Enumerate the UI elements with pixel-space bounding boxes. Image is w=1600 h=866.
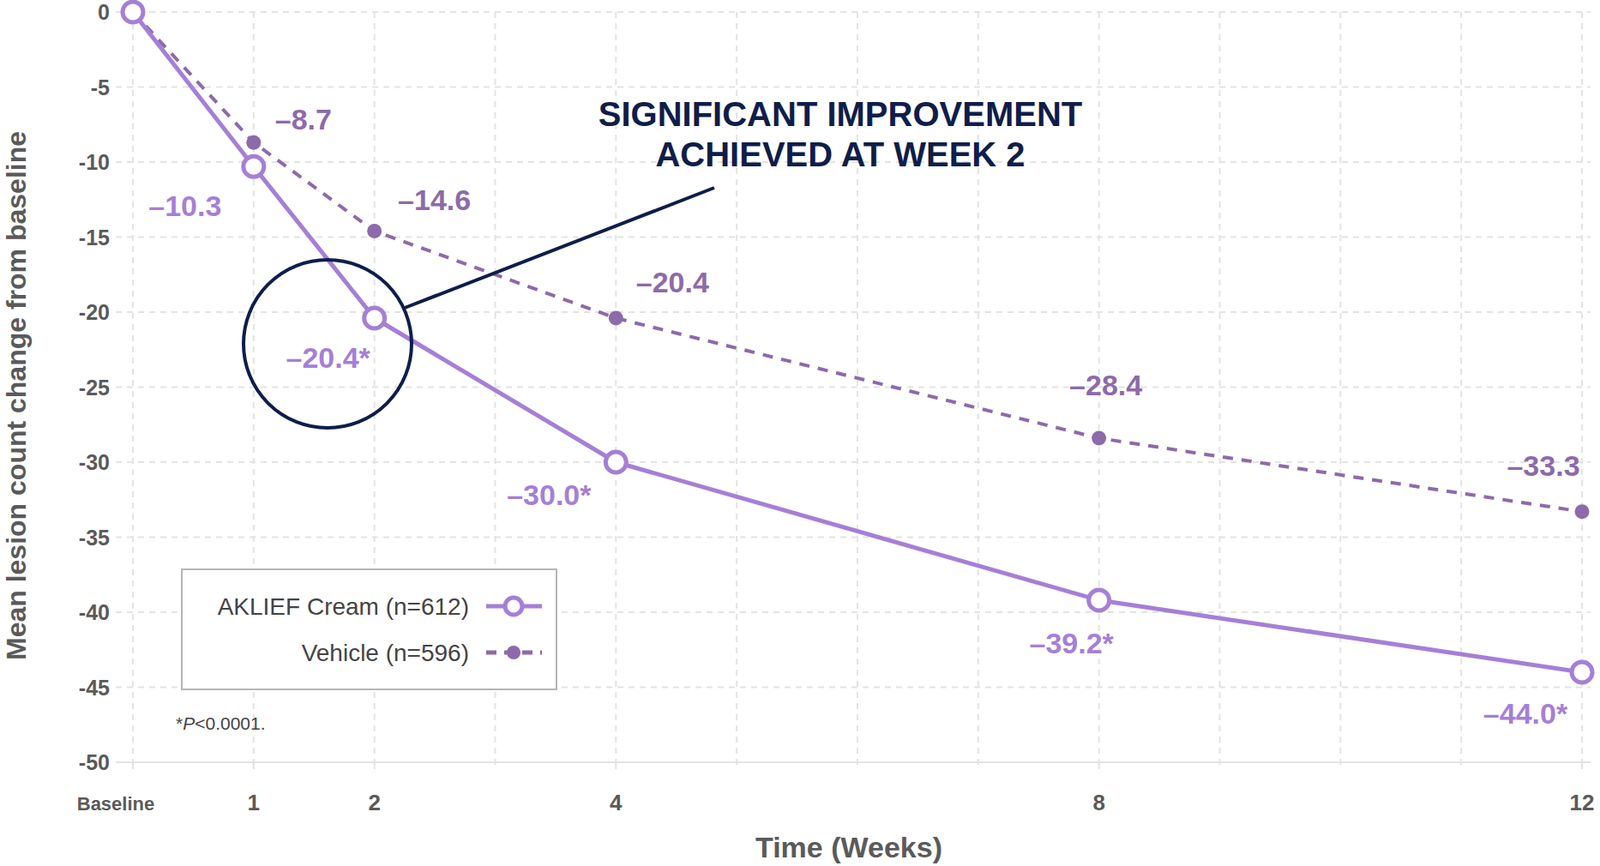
point-marker [1575, 504, 1590, 519]
grid-line [115, 536, 1591, 539]
minor-grid-line [1339, 12, 1342, 770]
footnote-part: <0.0001. [194, 713, 265, 734]
point-marker [364, 307, 385, 329]
data-label: –20.4* [286, 341, 372, 374]
legend-label: Vehicle (n=596) [301, 639, 470, 667]
minor-grid-line [1581, 12, 1583, 770]
y-tick-label: -5 [90, 75, 110, 100]
minor-grid-line [1219, 12, 1222, 770]
y-tick-label: -40 [78, 600, 110, 625]
footnote-part: * [175, 713, 183, 734]
x-tick [132, 762, 134, 770]
legend-box [181, 569, 557, 690]
point-marker [366, 223, 382, 239]
x-tick-label: 4 [609, 789, 623, 816]
y-tick-label: -15 [78, 225, 110, 250]
y-tick-label: -45 [78, 675, 110, 700]
grid-line [115, 311, 1591, 313]
legend-swatch-marker [506, 645, 521, 660]
data-label: –8.7 [275, 102, 332, 136]
annotation-text: ACHIEVED AT WEEK 2 [655, 135, 1025, 174]
x-axis-label: Time (Weeks) [755, 830, 943, 864]
series-line [132, 12, 1582, 512]
data-label: –44.0* [1483, 697, 1569, 730]
data-label: –28.4 [1069, 368, 1143, 402]
y-tick-label: -25 [78, 375, 110, 400]
legend-label: AKLIEF Cream (n=612) [217, 593, 470, 620]
x-tick-label: Baseline [77, 793, 156, 815]
data-label: –20.4 [636, 265, 710, 299]
point-marker [1088, 589, 1110, 611]
data-label: –33.3 [1506, 449, 1580, 482]
y-tick-label: -10 [78, 150, 110, 175]
x-tick [373, 762, 376, 770]
x-tick [614, 762, 617, 770]
grid-line [115, 236, 1591, 239]
point-marker [1091, 431, 1107, 446]
grid-line [115, 386, 1591, 389]
y-tick-label: -20 [78, 300, 110, 325]
footnote: *P<0.0001. [175, 713, 266, 734]
y-axis-label: Mean lesion count change from baseline [0, 131, 32, 661]
y-tick-label: 0 [97, 0, 110, 25]
x-tick-label: 8 [1092, 789, 1105, 816]
grid-line [115, 86, 1591, 89]
x-tick-label: 12 [1569, 789, 1595, 816]
point-marker [122, 1, 144, 23]
annotation-leader [404, 187, 715, 308]
y-tick-label: -35 [78, 525, 110, 550]
point-marker [246, 135, 261, 151]
y-tick-label: -50 [78, 750, 110, 775]
data-label: –30.0* [506, 478, 592, 512]
x-tick [252, 762, 255, 770]
chart: 0-5-10-15-20-25-30-35-40-45-50Baseline12… [0, 0, 1600, 866]
data-label: –39.2* [1029, 626, 1115, 660]
point-marker [605, 451, 626, 473]
data-label: –14.6 [397, 183, 471, 217]
legend-swatch-marker [505, 597, 523, 615]
y-tick-label: -30 [78, 450, 110, 475]
data-label: –10.3 [148, 189, 222, 223]
grid-line [115, 761, 1591, 764]
x-tick [1098, 762, 1101, 770]
x-tick [1581, 762, 1583, 770]
minor-grid-line [132, 12, 134, 770]
point-marker [1571, 661, 1593, 683]
annotation-circle [243, 259, 412, 428]
grid-line [115, 11, 1591, 13]
annotation-text: SIGNIFICANT IMPROVEMENT [598, 95, 1083, 133]
point-marker [608, 311, 624, 326]
footnote-part: P [182, 713, 195, 734]
point-marker [243, 156, 265, 177]
x-tick-label: 2 [367, 789, 380, 816]
grid-line [115, 461, 1591, 464]
x-tick-label: 1 [247, 789, 260, 816]
